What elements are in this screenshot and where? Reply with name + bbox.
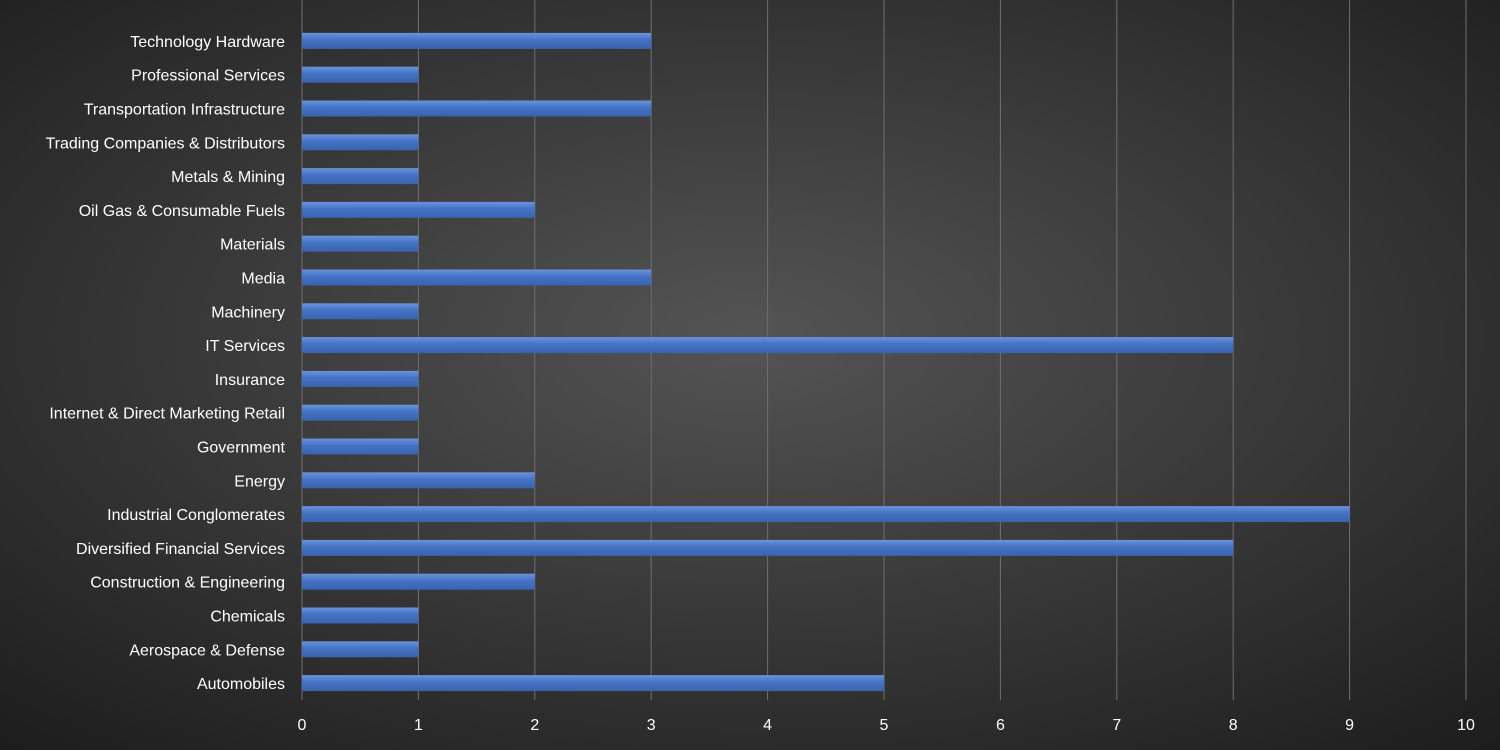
x-tick-label-6: 6 [996, 717, 1005, 734]
category-labels: Technology Hardware Professional Services… [46, 34, 286, 693]
x-tick-label-9: 9 [1345, 717, 1354, 734]
bar-9 [302, 337, 1234, 354]
category-label-15: Diversified Financial Services [76, 541, 285, 558]
bar-8 [302, 303, 419, 320]
category-label-17: Chemicals [210, 609, 285, 626]
category-label-1: Professional Services [131, 68, 285, 85]
category-label-19: Automobiles [197, 676, 285, 693]
bar-19 [302, 675, 884, 692]
bar-1 [302, 66, 419, 83]
bar-16 [302, 573, 535, 590]
x-tick-label-5: 5 [880, 717, 889, 734]
category-label-11: Internet & Direct Marketing Retail [49, 406, 285, 423]
bar-12 [302, 438, 419, 455]
category-label-18: Aerospace & Defense [129, 642, 285, 659]
category-label-9: IT Services [205, 338, 285, 355]
x-tick-label-8: 8 [1229, 717, 1238, 734]
x-tick-label-7: 7 [1112, 717, 1121, 734]
category-label-0: Technology Hardware [130, 34, 285, 51]
category-label-16: Construction & Engineering [90, 575, 285, 592]
category-label-6: Materials [220, 237, 285, 254]
bar-2 [302, 100, 652, 117]
bar-4 [302, 168, 419, 185]
bar-13 [302, 472, 535, 489]
category-label-8: Machinery [211, 304, 285, 321]
category-label-2: Transportation Infrastructure [84, 102, 285, 119]
category-label-4: Metals & Mining [171, 169, 285, 186]
bar-3 [302, 134, 419, 151]
category-label-14: Industrial Conglomerates [107, 507, 285, 524]
bar-14 [302, 506, 1350, 523]
category-label-7: Media [241, 271, 285, 288]
category-label-3: Trading Companies & Distributors [46, 135, 286, 152]
bar-10 [302, 370, 419, 387]
x-tick-label-10: 10 [1457, 717, 1475, 734]
bar-7 [302, 269, 652, 286]
category-label-5: Oil Gas & Consumable Fuels [79, 203, 285, 220]
bar-15 [302, 539, 1234, 556]
bar-18 [302, 641, 419, 658]
bar-5 [302, 201, 535, 218]
category-label-13: Energy [234, 473, 285, 490]
x-tick-label-0: 0 [298, 717, 307, 734]
category-label-12: Government [197, 440, 286, 457]
x-tick-label-4: 4 [763, 717, 772, 734]
x-tick-label-2: 2 [530, 717, 539, 734]
x-tick-label-3: 3 [647, 717, 656, 734]
x-axis-tick-labels: 0 1 2 3 4 5 6 7 8 9 10 [298, 717, 1475, 734]
x-tick-label-1: 1 [414, 717, 423, 734]
category-label-10: Insurance [215, 372, 285, 389]
bar-6 [302, 235, 419, 252]
bar-11 [302, 404, 419, 421]
bars [302, 32, 1350, 692]
bar-17 [302, 607, 419, 624]
bar-0 [302, 32, 652, 49]
